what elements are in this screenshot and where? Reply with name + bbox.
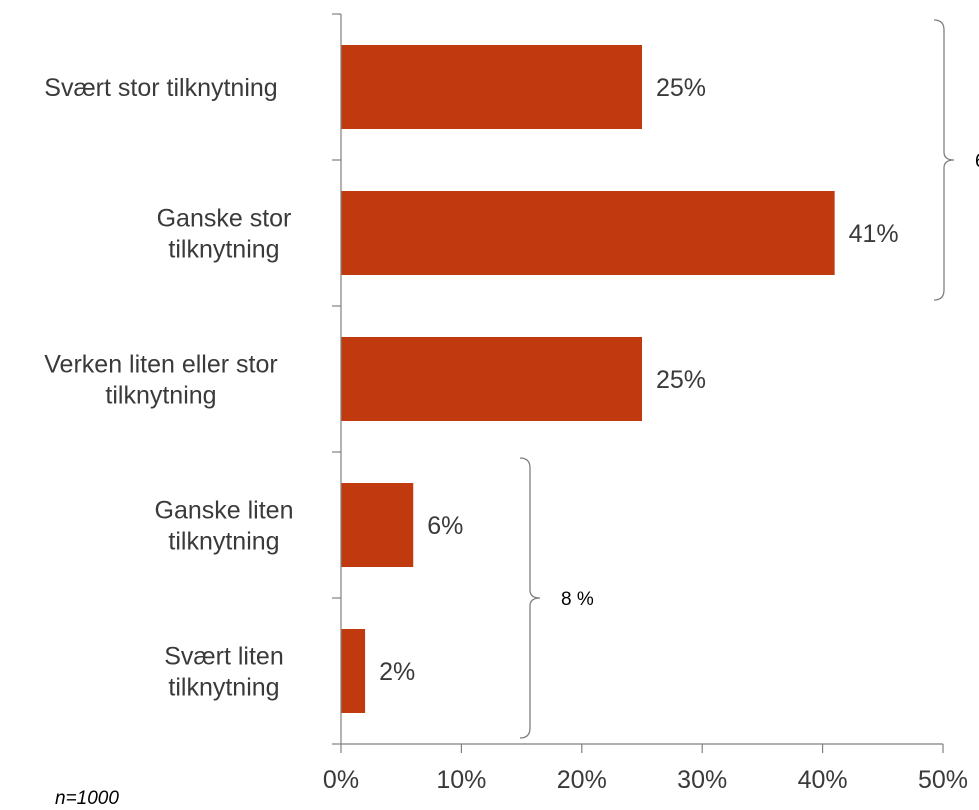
x-tick-label: 40% — [798, 766, 848, 794]
bar-value-label: 41% — [849, 220, 899, 248]
category-label: Verken liten eller stor tilknytning — [44, 351, 277, 410]
bar-value-label: 25% — [656, 74, 706, 102]
x-tick-label: 10% — [436, 766, 486, 794]
bar — [341, 337, 642, 421]
bar-value-label: 2% — [379, 658, 415, 686]
x-tick-label: 0% — [323, 766, 359, 794]
bar-value-label: 6% — [427, 512, 463, 540]
sample-size-footnote: n=1000 — [55, 788, 119, 809]
axes-group — [332, 13, 944, 753]
x-tick-label: 50% — [918, 766, 968, 794]
x-tick-label: 30% — [677, 766, 727, 794]
bracket-total-label: 66 % — [975, 151, 979, 172]
group-bracket — [933, 19, 955, 301]
category-label: Svært stor tilknytning — [44, 74, 277, 102]
bar — [341, 45, 642, 129]
brackets-group: 66 % 8 % — [519, 19, 979, 739]
bar-value-label: 25% — [656, 366, 706, 394]
bars-group — [341, 45, 835, 713]
group-bracket — [519, 457, 541, 739]
category-label: Ganske liten tilknytning — [155, 497, 294, 556]
category-label: Svært liten tilknytning — [164, 643, 283, 702]
bar — [341, 191, 835, 275]
bar — [341, 483, 414, 567]
bracket-total-label: 8 % — [561, 589, 594, 610]
bar — [341, 629, 366, 713]
category-label: Ganske stor tilknytning — [157, 205, 292, 264]
labels-group: 25% 41% 25% 6% 2% Svært stor tilknytning Gansk… — [44, 74, 968, 794]
x-tick-label: 20% — [557, 766, 607, 794]
